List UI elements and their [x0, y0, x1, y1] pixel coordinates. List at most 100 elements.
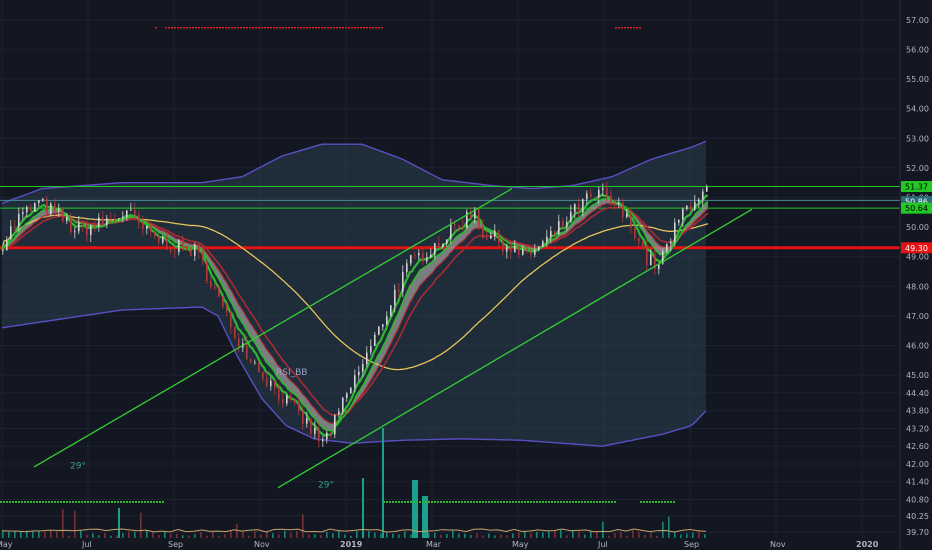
price-tick-label: 42.00: [906, 460, 929, 469]
signal-dot: [386, 501, 388, 503]
signal-dot: [171, 27, 173, 29]
signal-dot: [557, 501, 559, 503]
candle-body: [130, 209, 132, 211]
signal-dot: [210, 27, 212, 29]
price-tick-label: 55.00: [906, 75, 929, 84]
signal-dot: [366, 27, 368, 29]
time-axis[interactable]: MayJulSepNov2019MarMayJulSepNov2020Mar: [0, 540, 932, 549]
candle-body: [98, 217, 100, 227]
candle-body: [458, 224, 460, 226]
volume-bar: [164, 531, 166, 538]
volume-bar: [290, 533, 292, 538]
price-tag-label: 50.86: [905, 198, 928, 207]
candle-body: [598, 189, 600, 197]
candle-body: [406, 263, 408, 273]
price-tick-label: 45.00: [906, 371, 929, 380]
volume-bar: [50, 530, 52, 538]
candle-body: [462, 225, 464, 228]
signal-dot: [664, 501, 666, 503]
volume-bar: [506, 535, 508, 538]
volume-bar: [512, 533, 514, 538]
signal-dot: [237, 27, 239, 29]
candle-body: [310, 418, 312, 434]
signal-dot: [611, 501, 613, 503]
candle-body: [66, 217, 68, 222]
candle-body: [170, 249, 172, 252]
trend-lines: [33, 188, 753, 489]
volume-bar: [494, 535, 496, 538]
signal-dot: [174, 27, 176, 29]
signal-dot: [473, 501, 475, 503]
signal-dot: [123, 501, 125, 503]
signal-dot: [467, 501, 469, 503]
volume-bar: [272, 533, 274, 538]
signal-dot: [117, 501, 119, 503]
candle-body: [302, 410, 304, 424]
candle-body: [74, 231, 76, 233]
volume-spike: [118, 508, 120, 538]
signal-dot: [285, 27, 287, 29]
signal-dot: [392, 501, 394, 503]
candle-body: [330, 432, 332, 435]
chart-annotation: 29°: [318, 481, 334, 491]
candle-body: [414, 255, 416, 257]
band-fill: [2, 141, 706, 447]
candle-body: [150, 225, 152, 232]
price-tag-label: 51.37: [905, 183, 928, 192]
signal-dot: [482, 501, 484, 503]
volume-bar: [446, 533, 448, 538]
signal-dot: [321, 27, 323, 29]
candle-body: [314, 428, 316, 434]
signal-dot: [587, 501, 589, 503]
signal-dot: [24, 501, 26, 503]
volume-bar: [572, 530, 574, 538]
candle-body: [634, 227, 636, 239]
signal-dot: [479, 501, 481, 503]
price-tick-label: 44.40: [906, 389, 929, 398]
volume-spike: [412, 480, 418, 538]
price-axis[interactable]: 57.0056.0055.0054.0053.0052.0051.0050.00…: [906, 16, 929, 537]
signal-dot: [500, 501, 502, 503]
price-tick-label: 40.25: [906, 512, 929, 521]
signal-dot: [422, 501, 424, 503]
candle-body: [546, 236, 548, 242]
volume-bar: [608, 535, 610, 538]
volume-bar: [8, 531, 10, 538]
signal-dot: [464, 501, 466, 503]
volume-bar: [476, 533, 478, 538]
signal-dot: [599, 501, 601, 503]
volume-bar: [356, 531, 358, 538]
volume-bar: [248, 535, 250, 538]
candle-body: [326, 432, 328, 440]
candle-body: [34, 203, 36, 212]
candle-body: [134, 209, 136, 215]
volume-bar: [122, 533, 124, 538]
signal-dot: [512, 501, 514, 503]
volume-bar: [218, 535, 220, 538]
signal-dot: [48, 501, 50, 503]
signal-dot: [66, 501, 68, 503]
price-tick-label: 56.00: [906, 45, 929, 54]
candle-body: [250, 359, 252, 363]
signal-dot: [198, 27, 200, 29]
candle-body: [574, 204, 576, 212]
signal-dot: [618, 27, 620, 29]
volume-bar: [500, 534, 502, 538]
candle-body: [402, 272, 404, 292]
volume-bar: [650, 532, 652, 538]
signal-dot: [327, 27, 329, 29]
candle-body: [354, 375, 356, 388]
volume-bar: [212, 530, 214, 538]
volume-bar: [674, 532, 676, 538]
signal-dot: [615, 27, 617, 29]
price-tag-label: 49.30: [905, 244, 928, 253]
volume-bar: [404, 531, 406, 538]
candle-body: [322, 439, 324, 442]
candle-body: [262, 372, 264, 379]
candle-body: [482, 225, 484, 239]
candle-body: [394, 289, 396, 306]
candle-body: [182, 239, 184, 247]
volume-bar: [14, 531, 16, 538]
candle-body: [186, 246, 188, 250]
